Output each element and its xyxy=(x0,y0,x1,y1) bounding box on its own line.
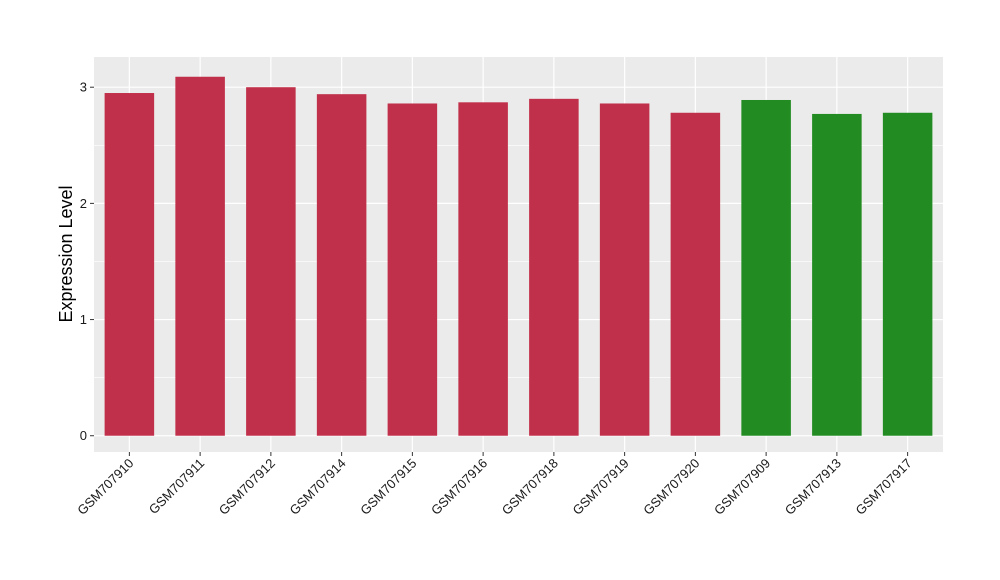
x-tick-label: GSM707919 xyxy=(570,456,632,518)
y-tick-label: 2 xyxy=(80,196,87,211)
bar-GSM707912 xyxy=(246,87,296,436)
bar-GSM707910 xyxy=(104,93,155,436)
bar-GSM707919 xyxy=(599,103,650,436)
y-tick-label: 0 xyxy=(80,428,87,443)
x-tick-label: GSM707911 xyxy=(146,456,208,518)
bar-GSM707916 xyxy=(458,102,508,436)
y-axis-title: Expression Level xyxy=(56,185,76,322)
bar-GSM707917 xyxy=(882,112,933,436)
y-axis: 0 1 2 3 xyxy=(80,80,94,443)
x-tick-label: GSM707917 xyxy=(853,456,915,518)
bar-GSM707918 xyxy=(529,98,579,436)
bar-GSM707920 xyxy=(670,112,721,436)
y-tick-label: 1 xyxy=(80,312,87,327)
x-tick-label: GSM707916 xyxy=(428,456,490,518)
x-tick-label: GSM707920 xyxy=(640,456,702,518)
x-tick-label: GSM707913 xyxy=(782,456,844,518)
bar-GSM707911 xyxy=(175,76,225,436)
bar-GSM707915 xyxy=(387,103,438,436)
x-tick-label: GSM707918 xyxy=(499,456,561,518)
minor-gridlines xyxy=(94,144,943,378)
x-tick-label: GSM707915 xyxy=(357,456,419,518)
x-tick-label: GSM707914 xyxy=(287,456,349,518)
x-axis: GSM707910 GSM707911 GSM707912 GSM707914 GSM7… xyxy=(74,452,915,518)
bar-GSM707913 xyxy=(812,113,862,436)
x-tick-label: GSM707912 xyxy=(216,456,278,518)
x-tick-label: GSM707910 xyxy=(74,456,136,518)
plot-panel xyxy=(94,57,943,452)
bars xyxy=(104,76,933,436)
y-tick-label: 3 xyxy=(80,80,87,95)
x-tick-label: GSM707909 xyxy=(711,456,773,518)
bar-GSM707914 xyxy=(316,94,367,436)
bar-GSM707909 xyxy=(741,99,791,436)
